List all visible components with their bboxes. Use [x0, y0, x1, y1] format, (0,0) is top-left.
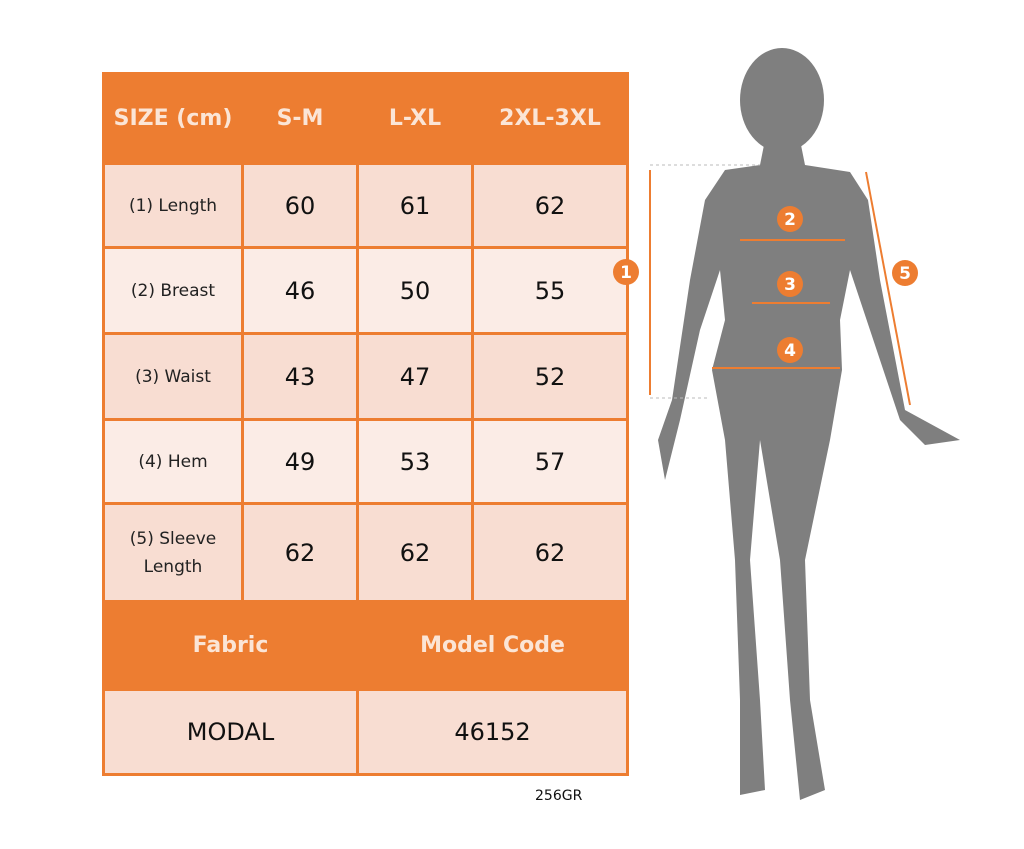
column-header: 2XL-3XL: [471, 72, 629, 165]
marker-label: 3: [784, 275, 796, 295]
row-label: (1) Length: [102, 162, 244, 249]
cell: 62: [356, 502, 474, 603]
column-header: L-XL: [356, 72, 474, 165]
marker-1: [613, 259, 639, 285]
body-silhouette-diagram: 1 2 3 4 5: [613, 48, 960, 800]
marker-label: 5: [899, 264, 911, 284]
measure-markers: [613, 206, 918, 363]
column-header: S-M: [241, 72, 359, 165]
table-row: (2) Breast 46 50 55: [102, 246, 629, 335]
table-row: (3) Waist 43 47 52: [102, 332, 629, 421]
row-label: (3) Waist: [102, 332, 244, 421]
cell: 47: [356, 332, 474, 421]
row-label: (2) Breast: [102, 246, 244, 335]
silhouette-icon: [658, 48, 960, 800]
cell: 43: [241, 332, 359, 421]
cell: 50: [356, 246, 474, 335]
marker-label: 2: [784, 210, 796, 230]
cell: 61: [356, 162, 474, 249]
cell: 62: [471, 502, 629, 603]
fabric-header: Fabric: [102, 600, 359, 691]
marker-3: [777, 271, 803, 297]
table-row: (1) Length 60 61 62: [102, 162, 629, 249]
cell: 55: [471, 246, 629, 335]
marker-2: [777, 206, 803, 232]
cell: 52: [471, 332, 629, 421]
model-code-header: Model Code: [356, 600, 629, 691]
table-row: (5) Sleeve Length 62 62 62: [102, 502, 629, 603]
marker-4: [777, 337, 803, 363]
cell: 46: [241, 246, 359, 335]
size-header: SIZE (cm): [102, 72, 244, 165]
row-label: (4) Hem: [102, 418, 244, 505]
marker-label: 1: [620, 263, 632, 283]
cell: 49: [241, 418, 359, 505]
product-code: 256GR: [535, 788, 583, 804]
table-row: (4) Hem 49 53 57: [102, 418, 629, 505]
marker-5: [892, 260, 918, 286]
cell: 60: [241, 162, 359, 249]
marker-label: 4: [784, 341, 796, 361]
cell: 57: [471, 418, 629, 505]
fabric-value: MODAL: [102, 688, 359, 776]
cell: 62: [471, 162, 629, 249]
row-label: (5) Sleeve Length: [102, 502, 244, 603]
model-code-value: 46152: [356, 688, 629, 776]
size-chart-table: SIZE (cm) S-M L-XL 2XL-3XL (1) Length 60 6…: [102, 72, 629, 776]
cell: 53: [356, 418, 474, 505]
cell: 62: [241, 502, 359, 603]
